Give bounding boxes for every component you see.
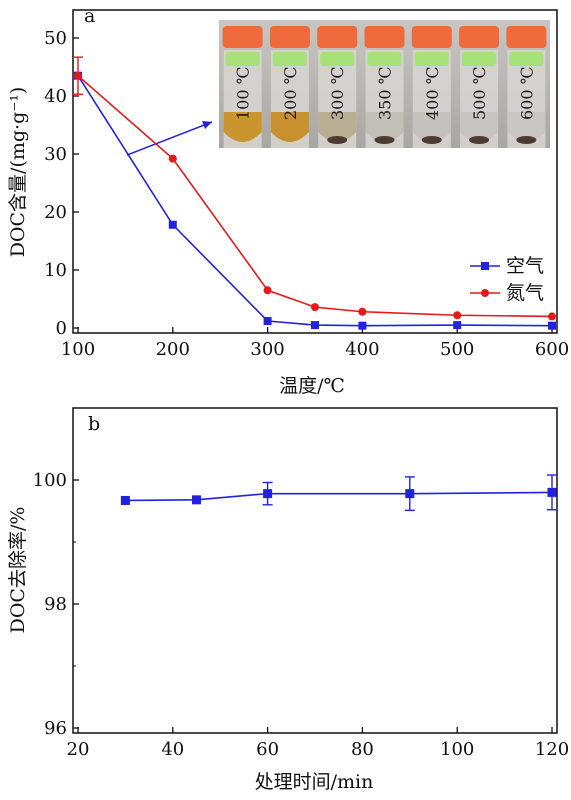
vial-temperature-label: 600 ℃: [517, 66, 536, 120]
legend-marker-air: [481, 262, 489, 270]
data-point: [547, 487, 557, 497]
vial-temperature-label: 350 ℃: [376, 66, 395, 120]
y-tick-label: 98: [44, 594, 67, 615]
vial-liquid: [318, 112, 357, 142]
panel-a-label: a: [84, 5, 95, 27]
data-point: [358, 307, 367, 316]
y-tick-label: 20: [44, 202, 67, 223]
panel-b-frame: [72, 407, 558, 734]
data-point: [311, 321, 319, 330]
x-tick-label: 200: [156, 339, 190, 360]
vial-sediment: [327, 136, 348, 144]
vial-sediment: [469, 136, 490, 144]
panel-a-y-axis-label: DOC含量/(mg·g⁻¹): [7, 87, 29, 258]
x-tick-label: 20: [67, 739, 90, 760]
vial-label-band: [367, 52, 402, 66]
data-point: [311, 303, 319, 312]
series-line-0: [125, 491, 553, 502]
data-point: [548, 321, 556, 330]
vial-liquid: [412, 112, 451, 142]
x-tick-label: 100: [440, 739, 474, 760]
vial-liquid: [270, 112, 309, 142]
vial-sediment: [374, 136, 395, 144]
data-point: [74, 71, 82, 80]
data-point: [263, 317, 272, 326]
data-point: [168, 154, 177, 163]
data-point: [120, 495, 130, 505]
y-tick-label: 10: [44, 260, 67, 281]
panel-b-x-axis-label: 处理时间/min: [255, 771, 374, 793]
vial-label-band: [225, 52, 260, 66]
inset-arrowhead: [202, 121, 212, 129]
vial-liquid: [223, 112, 262, 142]
inset-arrow: [126, 121, 213, 156]
vial-liquid: [460, 112, 499, 142]
x-tick-label: 400: [345, 339, 379, 360]
panel-a-x-axis-label: 温度/℃: [279, 375, 345, 397]
panel-a-frame: [72, 9, 558, 334]
data-point: [263, 489, 273, 499]
data-point: [192, 495, 201, 505]
vial-liquid: [365, 112, 404, 142]
vial-temperature-label: 300 ℃: [328, 66, 347, 120]
panel-a-legend: 空气 氮气: [470, 255, 544, 304]
panel-b-ticks: 20 40 60 80 100 120 96 98 100: [33, 470, 570, 760]
data-point: [453, 321, 462, 330]
legend-label-air: 空气: [506, 255, 544, 277]
vial-label-band: [462, 52, 497, 66]
vial-label-band: [414, 52, 449, 66]
data-point: [453, 311, 462, 320]
x-tick-label: 300: [250, 339, 284, 360]
vial-label-band: [320, 52, 355, 66]
x-tick-label: 120: [535, 739, 569, 760]
vial-cap: [317, 26, 358, 48]
vial-cap: [459, 26, 500, 48]
y-tick-label: 50: [44, 28, 67, 49]
vial-cap: [411, 26, 452, 48]
vial-label-band: [509, 52, 544, 66]
data-point: [263, 286, 272, 295]
data-point: [358, 321, 367, 330]
inset-vial-photo: 100 ℃ 200 ℃ 300 ℃ 350 ℃ 400 ℃ 500 ℃ 600 ℃: [126, 20, 550, 156]
panel-b-label: b: [88, 413, 100, 435]
panel-a-series: [73, 56, 556, 330]
vial-sediment: [516, 136, 537, 144]
vial-temperature-label: 500 ℃: [470, 66, 489, 120]
y-tick-label: 96: [44, 718, 67, 739]
data-point: [168, 220, 177, 229]
data-point: [548, 312, 556, 321]
vial-cap: [222, 26, 263, 48]
vial-label-band: [272, 52, 307, 66]
x-tick-label: 80: [351, 739, 374, 760]
vial-liquid: [507, 112, 546, 142]
vial-cap: [269, 26, 310, 48]
vial-temperature-label: 200 ℃: [281, 66, 300, 120]
panel-b-y-axis-label: DOC去除率/%: [7, 507, 29, 634]
y-tick-label: 30: [44, 144, 67, 165]
data-point: [405, 489, 415, 499]
vial-temperature-label: 400 ℃: [423, 66, 442, 120]
vial-cap: [506, 26, 547, 48]
x-tick-label: 40: [161, 739, 184, 760]
panel-a-ticks: 100 200 300 400 500 600 0 10 20 30 40 50: [44, 28, 569, 360]
vial-temperature-label: 100 ℃: [234, 66, 253, 120]
vial-sediment: [421, 136, 442, 144]
x-tick-label: 600: [535, 339, 569, 360]
x-tick-label: 60: [256, 739, 279, 760]
vial-cap: [364, 26, 405, 48]
y-tick-label: 0: [56, 318, 67, 339]
y-tick-label: 100: [33, 470, 67, 491]
x-tick-label: 100: [61, 339, 95, 360]
legend-label-nitrogen: 氮气: [506, 282, 544, 304]
y-tick-label: 40: [44, 86, 67, 107]
panel-b-series: [120, 474, 557, 512]
x-tick-label: 500: [440, 339, 474, 360]
legend-marker-nitrogen: [481, 289, 489, 297]
